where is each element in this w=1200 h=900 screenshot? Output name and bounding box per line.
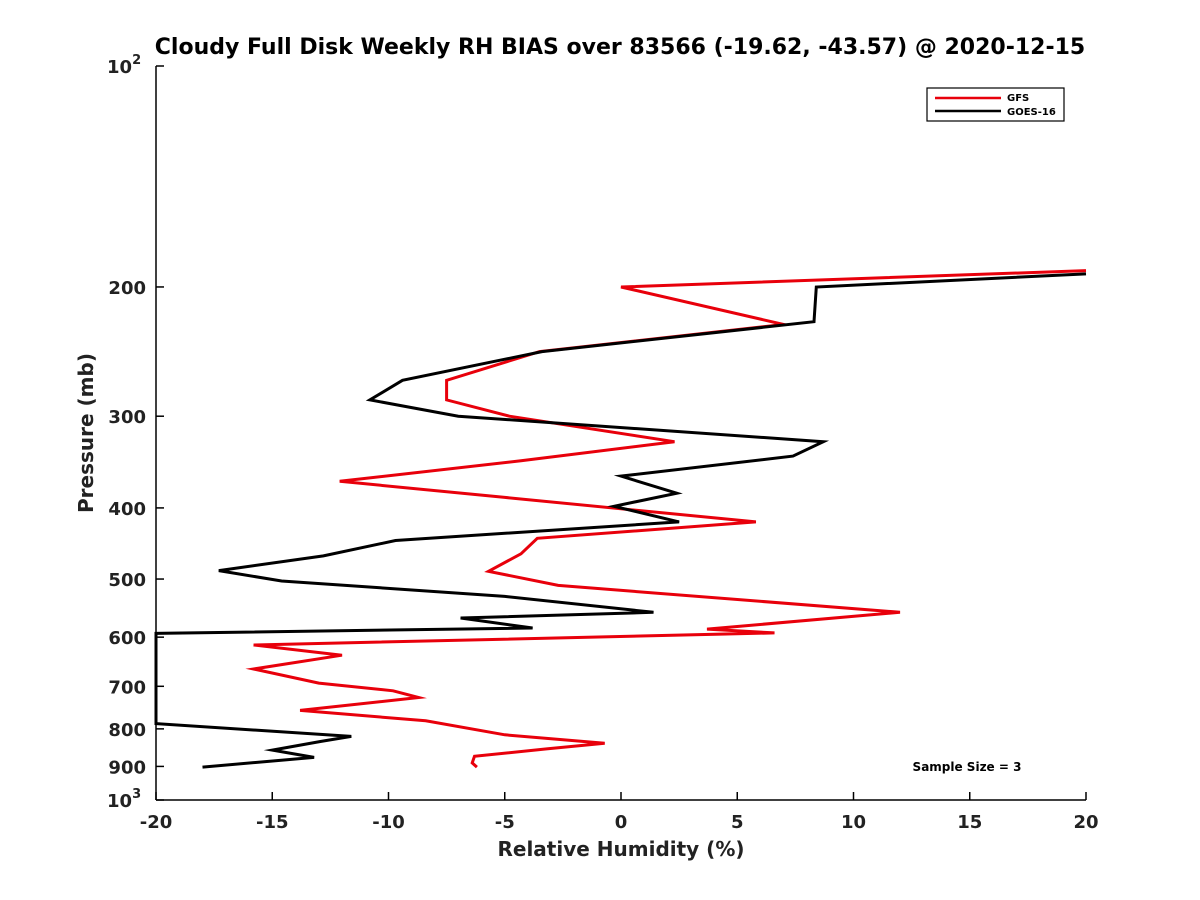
y-ticks: 102 200 300 400 500 600 700 800 900 103 <box>107 53 164 812</box>
y-tick-label: 800 <box>108 720 146 741</box>
legend-label-goes16: GOES-16 <box>1007 107 1056 118</box>
chart-title: Cloudy Full Disk Weekly RH BIAS over 835… <box>155 35 1085 60</box>
y-tick-label: 200 <box>108 278 146 299</box>
x-tick-label: -5 <box>495 812 515 833</box>
y-tick-label: 700 <box>108 677 146 698</box>
series-line-goes-16 <box>154 272 1087 769</box>
x-axis-label: Relative Humidity (%) <box>497 837 744 861</box>
x-tick-label: -10 <box>372 812 405 833</box>
y-tick-label: 103 <box>107 787 141 812</box>
y-tick-label: 600 <box>108 628 146 649</box>
x-tick-label: 20 <box>1073 812 1098 833</box>
legend: GFS GOES-16 <box>926 87 1065 122</box>
y-tick-label: 300 <box>108 407 146 428</box>
x-tick-label: 5 <box>731 812 744 833</box>
x-tick-label: 10 <box>841 812 866 833</box>
x-tick-label: -20 <box>140 812 173 833</box>
x-tick-label: -15 <box>256 812 289 833</box>
legend-box <box>926 87 1065 122</box>
y-tick-label: 900 <box>108 757 146 778</box>
x-tick-label: 0 <box>615 812 628 833</box>
y-tick-label: 500 <box>108 570 146 591</box>
series-line-gfs <box>245 269 1087 769</box>
plot-lines <box>154 269 1087 769</box>
y-tick-label: 400 <box>108 499 146 520</box>
sample-size-note: Sample Size = 3 <box>913 760 1022 774</box>
legend-label-gfs: GFS <box>1007 93 1029 104</box>
y-axis-label: Pressure (mb) <box>74 353 98 513</box>
x-tick-label: 15 <box>957 812 982 833</box>
x-ticks: -20 -15 -10 -5 0 5 10 15 20 <box>140 792 1099 833</box>
y-tick-label: 102 <box>107 53 141 78</box>
